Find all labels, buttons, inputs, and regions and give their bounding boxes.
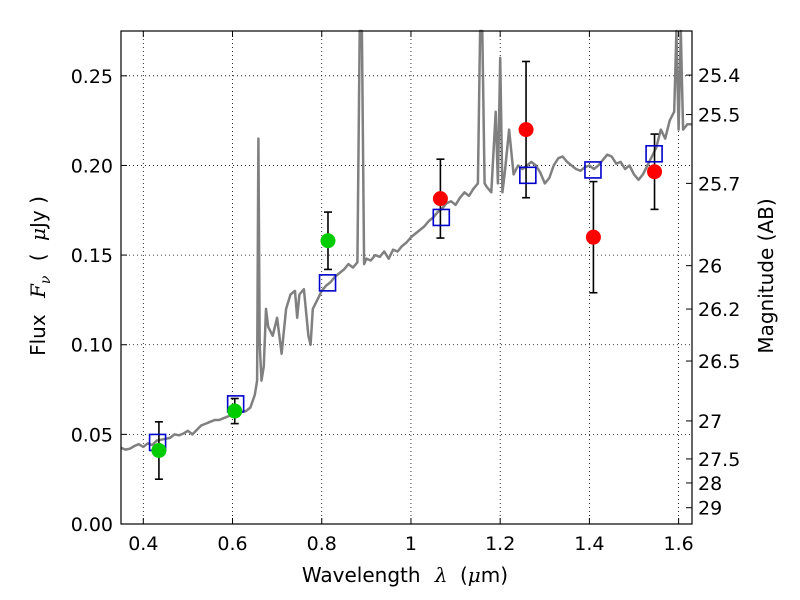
x-axis-title-unit-mu: μ bbox=[468, 563, 481, 587]
observed-point bbox=[227, 403, 243, 419]
plot-frame bbox=[120, 30, 693, 525]
magnitude-tick-label: 29 bbox=[698, 498, 722, 520]
x-tick-label: 1.2 bbox=[485, 533, 515, 555]
magnitude-tick-label: 26.2 bbox=[698, 299, 740, 321]
observed-point bbox=[320, 233, 336, 249]
observed-point bbox=[432, 191, 448, 207]
observed-photometry-points bbox=[151, 122, 663, 458]
y-axis-title-subscript: ν bbox=[38, 275, 54, 284]
y-tick-label: 0.15 bbox=[71, 245, 113, 267]
magnitude-tick-label: 25.5 bbox=[698, 105, 740, 127]
magnitude-tick-label: 26.5 bbox=[698, 351, 740, 373]
x-tick-label: 1 bbox=[405, 533, 417, 555]
synthetic-point bbox=[519, 166, 537, 185]
x-axis-title: Wavelength λ (μm) bbox=[302, 563, 508, 587]
x-tick-label: 0.4 bbox=[128, 533, 158, 555]
synthetic-point bbox=[318, 274, 337, 292]
axis-ticks bbox=[121, 31, 692, 525]
x-axis-title-unit-rest: m) bbox=[481, 563, 508, 587]
x-axis-title-unit-open: ( bbox=[460, 563, 468, 587]
y-tick-labels: 0.00 0.05 0.10 0.15 0.20 0.25 bbox=[71, 66, 113, 536]
x-tick-label: 1.4 bbox=[574, 533, 604, 555]
magnitude-tick-label: 28 bbox=[698, 473, 722, 495]
synthetic-photometry-points bbox=[148, 145, 663, 452]
magnitude-tick-labels: 25.4 25.5 25.7 26 26.2 26.5 27 27.528 29 bbox=[698, 65, 740, 520]
y-axis-title: Flux Fν ( μJy ) bbox=[26, 196, 55, 356]
observed-point bbox=[518, 122, 534, 138]
observed-point bbox=[151, 442, 167, 458]
y-axis-title-unit-rest: Jy ) bbox=[26, 196, 50, 230]
x-tick-labels: 0.4 0.6 0.8 1 1.2 1.4 1.6 bbox=[128, 533, 694, 555]
synthetic-point bbox=[584, 161, 602, 179]
y-axis-title-prefix: Flux bbox=[26, 314, 50, 356]
observed-point bbox=[585, 229, 601, 245]
x-axis-title-symbol: λ bbox=[434, 563, 448, 587]
y-tick-label: 0.20 bbox=[71, 155, 113, 177]
magnitude-tick-label: 27 bbox=[698, 411, 722, 433]
x-tick-label: 0.6 bbox=[217, 533, 247, 555]
x-axis-title-prefix: Wavelength bbox=[302, 563, 421, 587]
y-axis-title-unit-open: ( bbox=[26, 253, 50, 261]
model-spectrum bbox=[120, 29, 692, 451]
magnitude-axis-title: Magnitude (AB) bbox=[754, 198, 778, 353]
synthetic-point bbox=[645, 145, 663, 163]
grid-lines bbox=[121, 31, 692, 525]
x-tick-label: 1.6 bbox=[664, 533, 694, 555]
y-tick-label: 0.10 bbox=[71, 335, 113, 357]
y-tick-label: 0.05 bbox=[71, 424, 113, 446]
observed-point bbox=[647, 164, 663, 180]
y-axis-title-symbol: F bbox=[26, 283, 50, 299]
magnitude-tick-label: 27.5 bbox=[698, 449, 740, 471]
y-tick-label: 0.00 bbox=[71, 514, 113, 536]
magnitude-tick-label: 25.4 bbox=[698, 65, 740, 87]
magnitude-tick-label: 25.7 bbox=[698, 173, 740, 195]
synthetic-point bbox=[432, 208, 451, 227]
y-tick-label: 0.25 bbox=[71, 66, 113, 88]
magnitude-tick-label: 26 bbox=[698, 256, 722, 278]
x-tick-label: 0.8 bbox=[307, 533, 337, 555]
model-spectrum-line bbox=[120, 29, 692, 451]
y-axis-title-unit-mu: μ bbox=[26, 228, 50, 241]
